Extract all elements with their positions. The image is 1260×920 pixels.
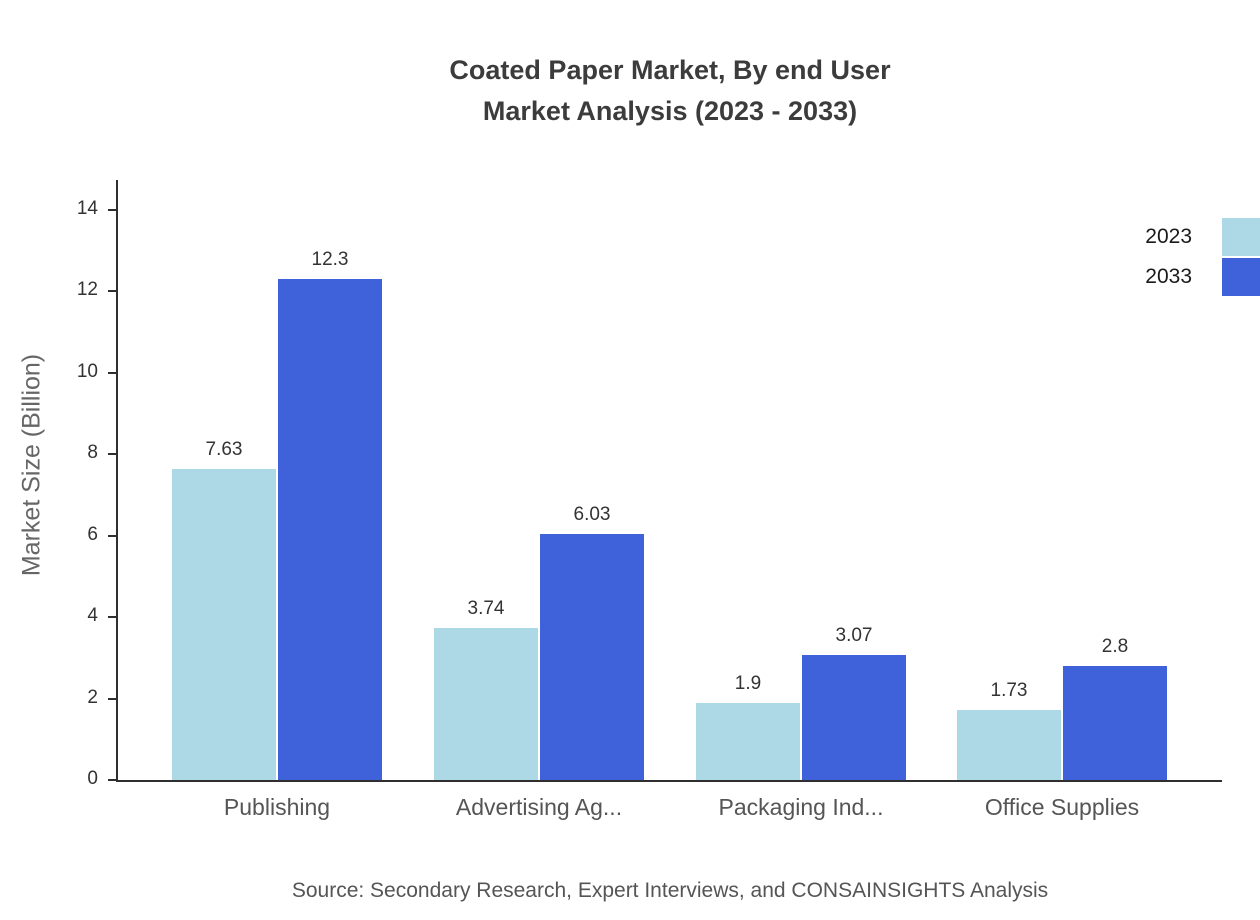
y-tick [108, 371, 116, 374]
bar-value-label-2033-2: 3.07 [835, 625, 873, 646]
y-tick [108, 534, 116, 537]
bar-2033-2 [802, 655, 906, 780]
y-tick [108, 209, 116, 211]
y-tick-label: 2 [87, 686, 98, 708]
x-category-label-3: Office Supplies [984, 794, 1140, 820]
y-tick-label: 0 [87, 768, 98, 789]
y-tick-label: 6 [87, 523, 98, 545]
y-tick [108, 779, 116, 781]
bar-value-label-2033-1: 6.03 [573, 504, 611, 526]
bar-2023-2 [696, 702, 800, 780]
y-tick [108, 697, 116, 700]
y-tick-label: 14 [76, 198, 98, 219]
legend: 2023 2033 [1145, 218, 1260, 296]
x-category-label-1: Advertising Ag... [455, 794, 623, 820]
x-axis-line [116, 780, 1222, 782]
bar-value-label-2023-1: 3.74 [467, 597, 505, 619]
y-tick [108, 290, 116, 293]
source-note: Source: Secondary Research, Expert Inter… [291, 879, 1049, 902]
y-tick-label: 4 [87, 605, 98, 627]
legend-swatch-2033 [1222, 258, 1260, 296]
bar-value-label-2023-3: 1.73 [990, 679, 1028, 701]
chart-title-line2: Market Analysis (2023 - 2033) [482, 96, 858, 126]
y-axis-line [116, 180, 118, 782]
bar-value-label-2023-2: 1.9 [734, 672, 762, 694]
chart-title-line1: Coated Paper Market, By end User [449, 55, 891, 85]
legend-swatch-2023 [1222, 218, 1260, 256]
bar-2033-1 [540, 534, 644, 780]
y-tick-label: 8 [87, 442, 98, 464]
x-category-label-2: Packaging Ind... [718, 794, 884, 820]
bar-value-label-2033-0: 12.3 [311, 249, 349, 271]
bar-2033-0 [278, 279, 382, 780]
chart-title: Coated Paper Market, By end User Market … [118, 50, 1222, 132]
bar-2023-3 [957, 709, 1061, 780]
bar-2023-0 [172, 469, 276, 780]
bar-value-label-2033-3: 2.8 [1101, 636, 1129, 657]
y-tick-label: 10 [76, 360, 98, 382]
y-tick [108, 453, 116, 456]
legend-item-2033[interactable]: 2033 [1145, 258, 1260, 296]
legend-item-2023[interactable]: 2023 [1145, 218, 1260, 256]
bar-value-label-2023-0: 7.63 [205, 439, 243, 461]
y-tick [108, 616, 116, 619]
y-tick-label: 12 [76, 279, 98, 301]
legend-label-2023: 2023 [1145, 225, 1192, 248]
bar-2033-3 [1063, 666, 1167, 780]
bar-2023-1 [434, 627, 538, 780]
x-category-label-0: Publishing [223, 794, 331, 820]
legend-label-2033: 2033 [1145, 265, 1192, 288]
